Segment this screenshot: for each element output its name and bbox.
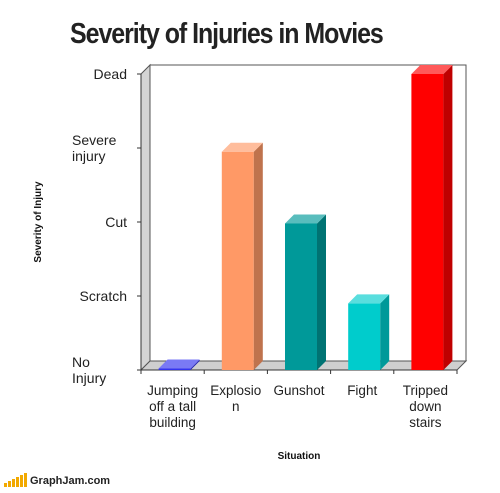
bar-top [348, 294, 390, 304]
y-tick-label: Dead [94, 66, 127, 82]
y-tick-label: Cut [105, 214, 127, 230]
bar-top [221, 142, 263, 152]
bar-top [158, 359, 200, 369]
bar-front [285, 223, 317, 370]
x-axis-title: Situation [278, 451, 321, 462]
x-tick-label: Gunshot [273, 383, 324, 398]
y-axis-title: Severity of Injury [33, 181, 44, 263]
logo-bar [8, 481, 11, 487]
graphjam-footer[interactable]: GraphJam.com [4, 471, 110, 487]
x-tick-label: Tripped down stairs [403, 383, 448, 430]
logo-bar [20, 475, 23, 487]
bar-side [317, 214, 326, 370]
plot-left-wall [140, 63, 151, 372]
bar-front [221, 151, 254, 370]
bar-side [190, 359, 200, 370]
logo-bar [12, 479, 15, 487]
logo-bar [24, 473, 27, 487]
bar-side [443, 65, 453, 370]
bar-side [253, 142, 263, 370]
bar-front [158, 368, 191, 370]
graphjam-logo-icon [4, 473, 27, 487]
x-tick-label: Explosio n [210, 383, 261, 414]
bar-front [348, 303, 381, 370]
bar-top [411, 65, 453, 74]
x-tick-label: Fight [347, 383, 377, 398]
logo-bar [16, 477, 19, 487]
chart-title: Severity of Injuries in Movies [70, 18, 384, 50]
site-name: GraphJam.com [30, 475, 111, 487]
y-tick-label: Scratch [80, 288, 127, 304]
logo-bar [4, 483, 7, 487]
bar-side [380, 294, 390, 370]
x-tick-label: Jumping off a tall building [147, 383, 198, 430]
y-tick-label: Severe injury [72, 132, 117, 164]
bar-front [411, 74, 444, 370]
y-tick-label: No Injury [72, 354, 106, 386]
bar-top [285, 214, 326, 224]
